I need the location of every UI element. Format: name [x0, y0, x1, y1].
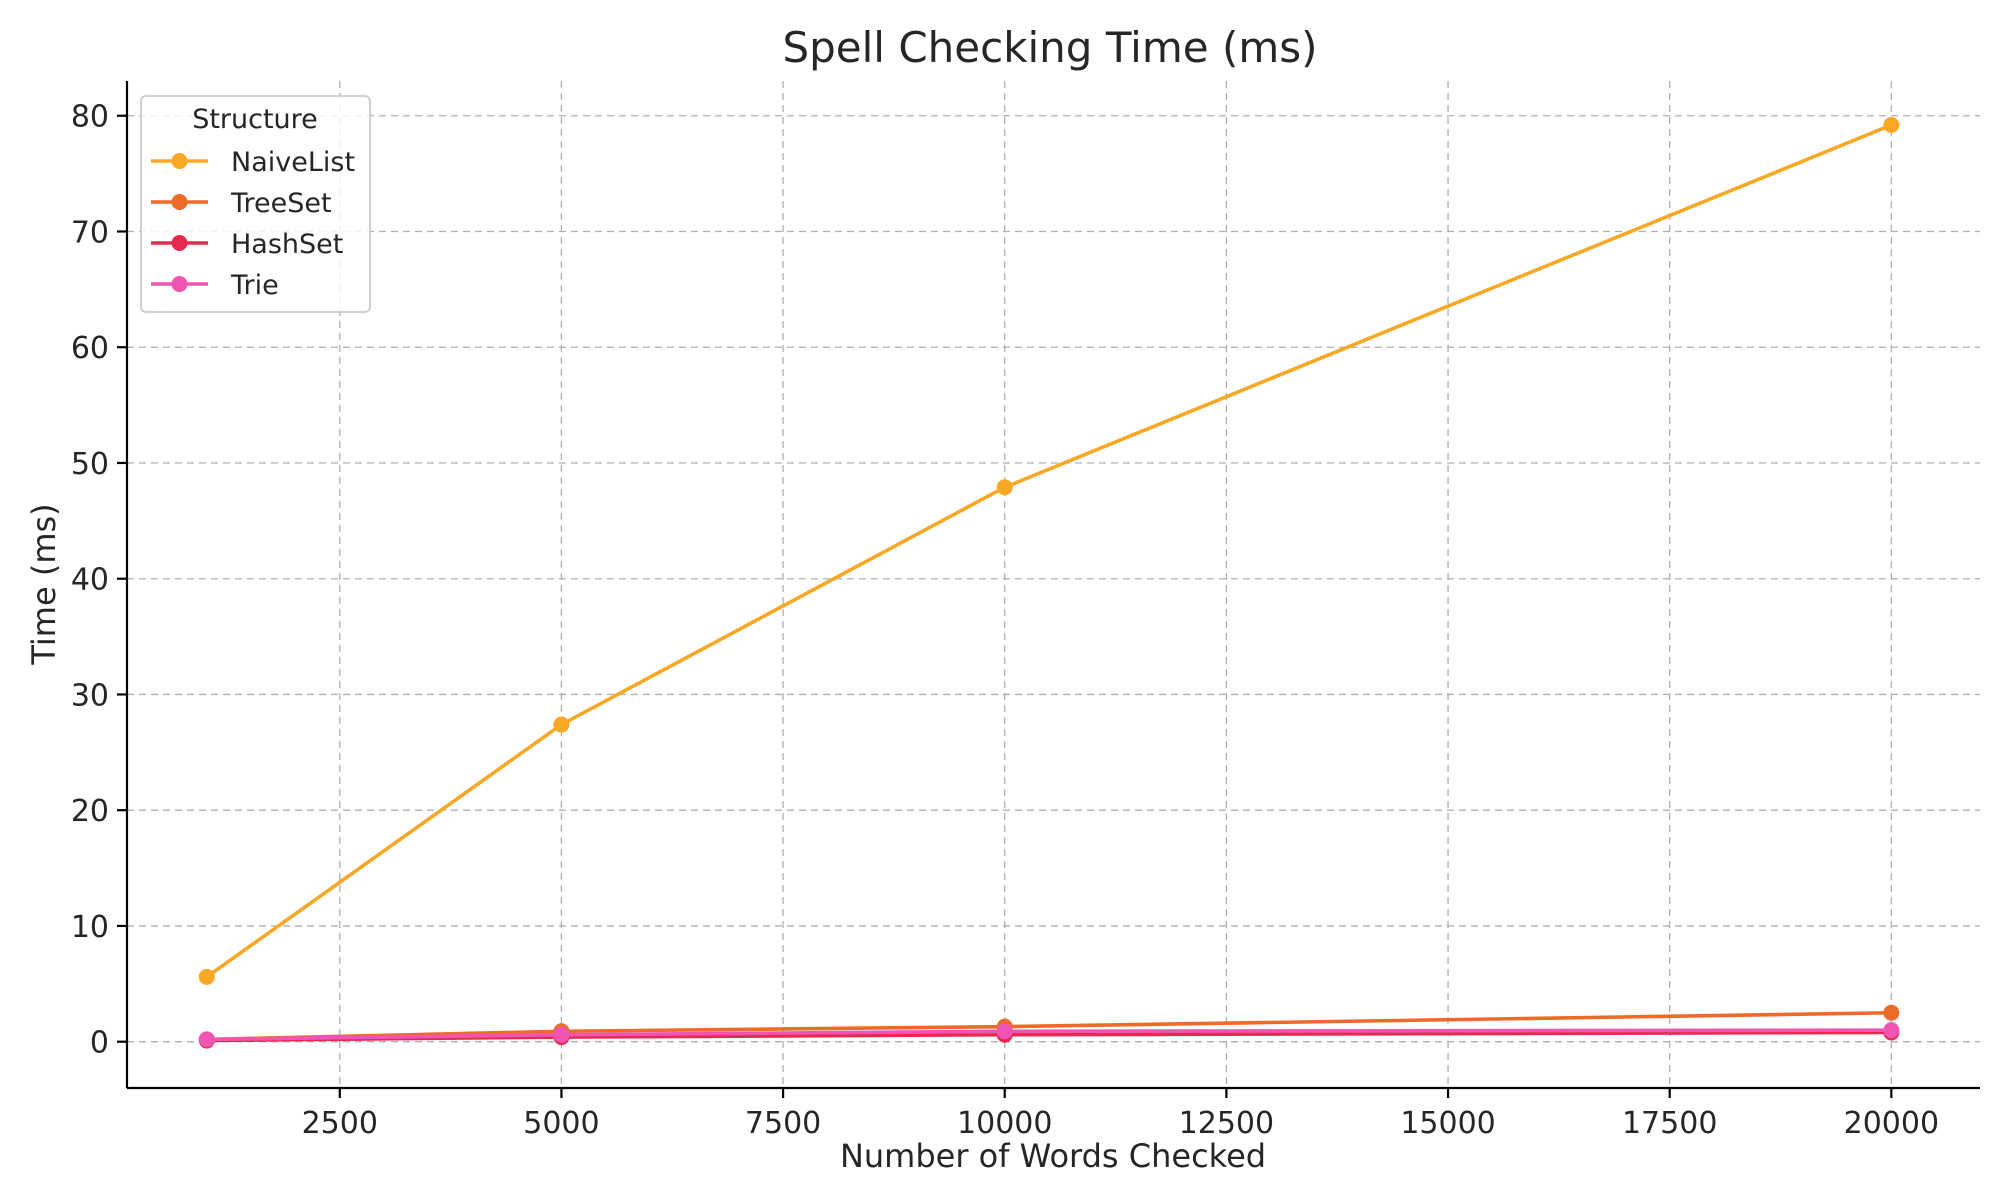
data-point: [553, 1026, 570, 1043]
grid: [127, 81, 1980, 1088]
series-line: [204, 1028, 1894, 1042]
legend-entry: HashSet: [151, 229, 343, 260]
y-axis-ticks: 0 10 20 30 40 50 60 70 80: [71, 100, 127, 1061]
legend-label: TreeSet: [230, 188, 332, 219]
x-tick-label: 5000: [523, 1106, 599, 1141]
legend-entry: TreeSet: [151, 188, 332, 219]
legend-marker: [171, 194, 188, 210]
legend-title: Structure: [192, 104, 318, 135]
data-point: [198, 968, 215, 985]
legend-marker: [171, 235, 188, 251]
y-tick-label: 40: [71, 563, 109, 598]
data-point: [553, 716, 570, 733]
series-line: [204, 123, 1894, 979]
x-tick-label: 10000: [957, 1106, 1052, 1141]
legend-entry: Trie: [151, 270, 279, 301]
legend-marker: [171, 276, 188, 292]
x-tick-label: 7500: [745, 1106, 821, 1141]
x-axis-label: Number of Words Checked: [840, 1137, 1266, 1175]
y-tick-label: 70: [71, 215, 109, 250]
legend-frame: [140, 95, 371, 313]
y-tick-label: 0: [90, 1026, 109, 1061]
y-axis-label: Time (ms): [25, 503, 63, 665]
y-tick-label: 10: [71, 910, 109, 945]
x-tick-label: 15000: [1400, 1106, 1495, 1141]
series-trie: [198, 1022, 1900, 1048]
y-tick-label: 60: [71, 331, 109, 366]
data-point: [996, 479, 1013, 496]
legend-label: NaiveList: [231, 147, 355, 178]
x-tick-label: 12500: [1179, 1106, 1274, 1141]
y-tick-label: 50: [71, 447, 109, 482]
y-tick-label: 20: [71, 794, 109, 829]
data-point: [996, 1023, 1013, 1040]
x-tick-label: 17500: [1622, 1106, 1717, 1141]
legend-label: HashSet: [231, 229, 343, 260]
legend-entries: NaiveList TreeSet HashSet Trie: [151, 147, 355, 301]
legend-entry: NaiveList: [151, 147, 355, 178]
series-treeset: [198, 1004, 1900, 1048]
y-tick-label: 80: [71, 100, 109, 135]
series-naivelist: [198, 116, 1900, 985]
data-point: [198, 1031, 215, 1048]
chart-title: Spell Checking Time (ms): [782, 23, 1317, 72]
y-tick-label: 30: [71, 678, 109, 713]
legend-marker: [171, 153, 188, 169]
data-point: [1883, 1022, 1900, 1039]
legend: Structure NaiveList TreeSet HashSet Trie: [140, 95, 371, 313]
x-tick-label: 2500: [302, 1106, 378, 1141]
data-point: [1883, 116, 1900, 133]
legend-label: Trie: [230, 270, 279, 301]
x-axis-ticks: 2500 5000 7500 10000 12500 15000 17500 20000: [302, 1088, 1939, 1141]
data-point: [1883, 1004, 1900, 1021]
x-tick-label: 20000: [1844, 1106, 1939, 1141]
series-layer: [198, 116, 1900, 1049]
